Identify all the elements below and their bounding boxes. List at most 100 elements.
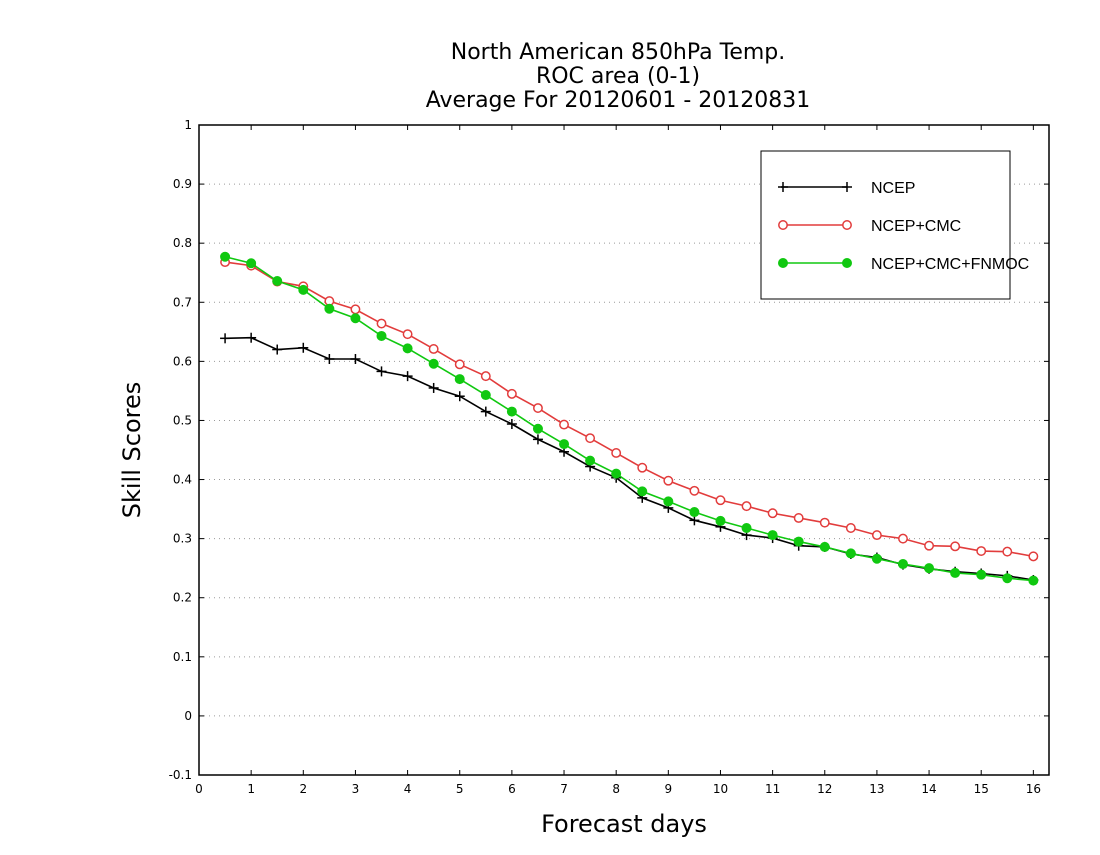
data-point	[532, 423, 543, 434]
legend: NCEP NCEP+CMC NCEP+CMC+FNMOC	[760, 150, 1029, 300]
x-tick-label: 5	[456, 782, 464, 796]
data-point	[819, 517, 830, 528]
data-point	[585, 433, 596, 444]
legend-label: NCEP	[871, 180, 915, 197]
data-point	[220, 333, 231, 344]
data-point	[402, 371, 413, 382]
data-point	[402, 343, 413, 354]
chart-title-line: ROC area (0-1)	[536, 64, 700, 89]
x-tick-label: 15	[974, 782, 989, 796]
data-point	[402, 329, 413, 340]
x-tick-label: 4	[404, 782, 412, 796]
x-tick-label: 2	[299, 782, 307, 796]
data-point	[637, 462, 648, 473]
series-2	[220, 251, 1039, 586]
data-point	[897, 559, 908, 570]
x-tick-label: 3	[352, 782, 360, 796]
data-point	[506, 419, 517, 429]
data-point	[428, 382, 439, 393]
data-point	[1028, 551, 1039, 562]
legend-item: NCEP+CMC	[778, 218, 961, 235]
y-tick-label: 0.8	[173, 236, 192, 250]
data-point	[767, 530, 778, 541]
series-layer	[220, 251, 1039, 586]
series-line	[224, 255, 1034, 582]
data-point	[585, 455, 596, 466]
data-point	[480, 390, 491, 401]
data-point	[1028, 575, 1039, 586]
x-tick-label: 11	[765, 782, 780, 796]
data-point	[272, 276, 283, 286]
data-point	[454, 391, 465, 402]
x-tick-label: 16	[1026, 782, 1041, 796]
legend-marker	[842, 220, 852, 230]
data-point	[663, 496, 674, 507]
data-point	[976, 546, 987, 556]
data-point	[298, 342, 309, 353]
data-point	[298, 284, 309, 295]
series-1	[220, 257, 1039, 562]
x-tick-label: 1	[247, 782, 255, 796]
data-point	[559, 439, 570, 450]
x-axis-title: Forecast days	[541, 810, 707, 838]
data-point	[767, 508, 778, 519]
data-point	[741, 523, 752, 533]
data-point	[871, 530, 882, 541]
data-point	[637, 486, 648, 497]
data-point	[741, 501, 752, 512]
data-point	[845, 548, 856, 559]
data-point	[793, 536, 804, 547]
x-tick-label: 0	[195, 782, 203, 796]
data-point	[950, 567, 961, 578]
data-point	[350, 354, 361, 364]
x-tick-label: 9	[665, 782, 673, 796]
data-point	[272, 344, 283, 355]
chart-title-line: North American 850hPa Temp.	[451, 40, 786, 65]
data-point	[793, 513, 804, 523]
data-point	[454, 374, 465, 385]
data-point	[324, 303, 335, 314]
x-tick-label: 10	[713, 782, 728, 796]
data-point	[611, 468, 622, 479]
data-point	[715, 515, 726, 526]
series-line	[225, 336, 1034, 581]
legend-marker	[842, 258, 852, 268]
chart-title-line: Average For 20120601 - 20120831	[426, 88, 811, 113]
series-line	[224, 261, 1034, 558]
legend-label: NCEP+CMC+FNMOC	[871, 256, 1029, 273]
legend-marker	[842, 182, 852, 192]
axes: 0 1 2 3 4 5 6 7 8 9 10 11 12 13 14 15 16-0.100.10.20.30.…	[169, 118, 1050, 796]
y-tick-label: 1	[184, 118, 192, 132]
data-point	[950, 541, 961, 552]
legend-marker	[778, 258, 788, 268]
data-point	[533, 403, 543, 413]
data-point	[376, 366, 387, 377]
data-point	[715, 495, 726, 506]
y-tick-label: 0.1	[173, 650, 192, 664]
y-tick-label: 0.3	[173, 532, 192, 546]
legend-marker	[778, 220, 788, 230]
data-point	[428, 344, 439, 354]
chart-title: North American 850hPa Temp.ROC area (0-1…	[426, 40, 811, 113]
data-point	[506, 388, 517, 399]
x-tick-label: 13	[869, 782, 884, 796]
data-point	[924, 540, 935, 551]
data-point	[428, 358, 439, 369]
y-tick-label: 0.4	[173, 473, 192, 487]
y-tick-label: 0.5	[173, 413, 192, 427]
x-tick-label: 12	[817, 782, 832, 796]
data-point	[532, 434, 543, 445]
y-tick-label: 0	[184, 709, 192, 723]
data-point	[871, 553, 882, 564]
y-tick-label: 0.9	[173, 177, 192, 191]
data-point	[1002, 573, 1013, 584]
data-point	[324, 354, 335, 364]
data-point	[689, 507, 700, 518]
legend-label: NCEP+CMC	[871, 218, 961, 235]
data-point	[350, 313, 361, 324]
data-point	[246, 258, 257, 269]
data-point	[350, 304, 361, 315]
data-point	[663, 475, 674, 486]
data-point	[454, 359, 465, 370]
